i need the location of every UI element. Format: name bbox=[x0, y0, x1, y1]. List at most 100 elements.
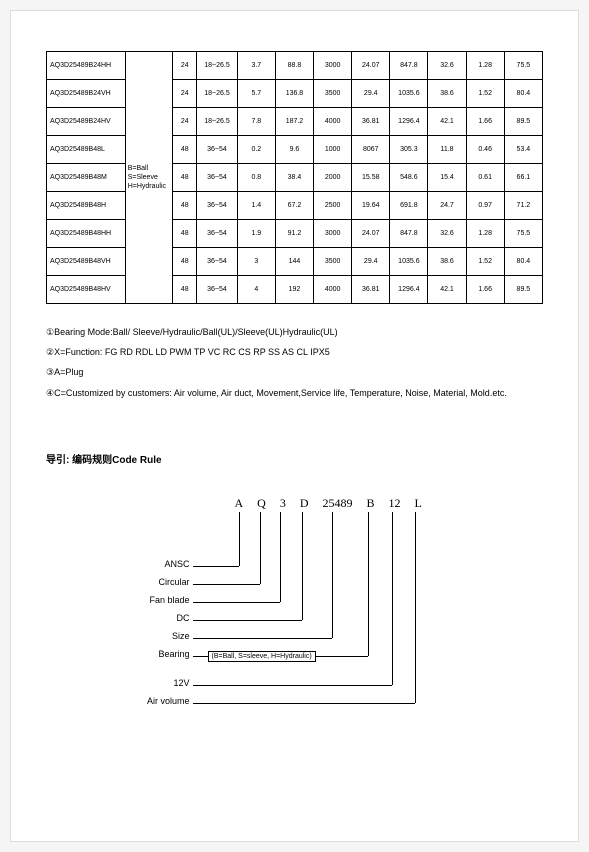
cell-value: 0.2 bbox=[237, 136, 275, 164]
table-row: AQ3D25489B48HH4836~541.991.2300024.07847… bbox=[47, 220, 543, 248]
diagram-line bbox=[302, 512, 303, 620]
cell-value: 847.8 bbox=[390, 220, 428, 248]
cell-value: 1296.4 bbox=[390, 276, 428, 304]
diagram-line bbox=[193, 620, 302, 621]
cell-value: 7.8 bbox=[237, 108, 275, 136]
table-row: AQ3D25489B24HV2418~26.57.8187.2400036.81… bbox=[47, 108, 543, 136]
cell-value: 18~26.5 bbox=[197, 52, 238, 80]
cell-value: 38.6 bbox=[428, 80, 466, 108]
cell-value: 3 bbox=[237, 248, 275, 276]
cell-model: AQ3D25489B24HV bbox=[47, 108, 126, 136]
cell-value: 305.3 bbox=[390, 136, 428, 164]
table-row: AQ3D25489B48HV4836~544192400036.811296.4… bbox=[47, 276, 543, 304]
cell-model: AQ3D25489B24VH bbox=[47, 80, 126, 108]
cell-value: 136.8 bbox=[275, 80, 313, 108]
cell-value: 67.2 bbox=[275, 192, 313, 220]
cell-value: 36~54 bbox=[197, 276, 238, 304]
cell-value: 36~54 bbox=[197, 220, 238, 248]
label-bearing: Bearing bbox=[135, 649, 190, 659]
cell-value: 144 bbox=[275, 248, 313, 276]
cell-value: 4000 bbox=[314, 108, 352, 136]
cell-value: 4 bbox=[237, 276, 275, 304]
cell-value: 3000 bbox=[314, 52, 352, 80]
label-fanblade: Fan blade bbox=[135, 595, 190, 605]
diagram-line bbox=[239, 512, 240, 566]
spec-table: AQ3D25489B24HHB=BallS=SleeveH=Hydraulic2… bbox=[46, 51, 543, 304]
cell-model: AQ3D25489B48H bbox=[47, 192, 126, 220]
table-row: AQ3D25489B24HHB=BallS=SleeveH=Hydraulic2… bbox=[47, 52, 543, 80]
label-airvol: Air volume bbox=[135, 696, 190, 706]
cell-value: 24 bbox=[173, 80, 197, 108]
cell-value: 32.6 bbox=[428, 52, 466, 80]
cell-value: 24.07 bbox=[352, 52, 390, 80]
cell-value: 3.7 bbox=[237, 52, 275, 80]
cell-value: 4000 bbox=[314, 276, 352, 304]
code-part-l: L bbox=[415, 496, 422, 511]
cell-value: 1035.6 bbox=[390, 248, 428, 276]
cell-value: 89.5 bbox=[504, 108, 542, 136]
cell-bearing-legend: B=BallS=SleeveH=Hydraulic bbox=[125, 52, 173, 304]
cell-value: 1.9 bbox=[237, 220, 275, 248]
cell-value: 847.8 bbox=[390, 52, 428, 80]
cell-value: 29.4 bbox=[352, 248, 390, 276]
table-row: AQ3D25489B24VH2418~26.55.7136.8350029.41… bbox=[47, 80, 543, 108]
cell-model: AQ3D25489B48L bbox=[47, 136, 126, 164]
cell-model: AQ3D25489B24HH bbox=[47, 52, 126, 80]
note-4: ④C=Customized by customers: Air volume, … bbox=[46, 385, 543, 401]
note-2: ②X=Function: FG RD RDL LD PWM TP VC RC C… bbox=[46, 344, 543, 360]
diagram-line bbox=[415, 512, 416, 703]
cell-value: 89.5 bbox=[504, 276, 542, 304]
cell-value: 42.1 bbox=[428, 108, 466, 136]
cell-value: 2500 bbox=[314, 192, 352, 220]
label-ansc: ANSC bbox=[135, 559, 190, 569]
code-part-3: 3 bbox=[280, 496, 286, 511]
cell-value: 24.07 bbox=[352, 220, 390, 248]
cell-value: 18~26.5 bbox=[197, 80, 238, 108]
cell-value: 18~26.5 bbox=[197, 108, 238, 136]
table-row: AQ3D25489B48VH4836~543144350029.41035.63… bbox=[47, 248, 543, 276]
cell-value: 36~54 bbox=[197, 164, 238, 192]
cell-model: AQ3D25489B48HV bbox=[47, 276, 126, 304]
cell-value: 24 bbox=[173, 108, 197, 136]
cell-value: 15.58 bbox=[352, 164, 390, 192]
code-part-q: Q bbox=[257, 496, 266, 511]
diagram-line bbox=[193, 602, 280, 603]
cell-value: 80.4 bbox=[504, 248, 542, 276]
diagram-line bbox=[332, 512, 333, 638]
cell-value: 11.8 bbox=[428, 136, 466, 164]
cell-value: 1.28 bbox=[466, 52, 504, 80]
cell-value: 36.81 bbox=[352, 276, 390, 304]
table-row: AQ3D25489B48M4836~540.838.4200015.58548.… bbox=[47, 164, 543, 192]
cell-value: 1.4 bbox=[237, 192, 275, 220]
cell-value: 38.4 bbox=[275, 164, 313, 192]
cell-value: 88.8 bbox=[275, 52, 313, 80]
cell-value: 5.7 bbox=[237, 80, 275, 108]
note-3: ③A=Plug bbox=[46, 364, 543, 380]
cell-value: 32.6 bbox=[428, 220, 466, 248]
cell-value: 3500 bbox=[314, 80, 352, 108]
cell-value: 75.5 bbox=[504, 220, 542, 248]
cell-value: 38.6 bbox=[428, 248, 466, 276]
label-dc: DC bbox=[135, 613, 190, 623]
cell-value: 1.66 bbox=[466, 276, 504, 304]
cell-value: 1.66 bbox=[466, 108, 504, 136]
diagram-line bbox=[193, 584, 260, 585]
cell-value: 53.4 bbox=[504, 136, 542, 164]
cell-value: 36~54 bbox=[197, 136, 238, 164]
label-circular: Circular bbox=[135, 577, 190, 587]
cell-value: 548.6 bbox=[390, 164, 428, 192]
code-part-a: A bbox=[235, 496, 244, 511]
cell-value: 48 bbox=[173, 136, 197, 164]
guide-title: 导引: 编码规则Code Rule bbox=[46, 451, 543, 466]
cell-value: 0.46 bbox=[466, 136, 504, 164]
cell-value: 91.2 bbox=[275, 220, 313, 248]
diagram-line bbox=[260, 512, 261, 584]
cell-value: 1296.4 bbox=[390, 108, 428, 136]
cell-value: 0.61 bbox=[466, 164, 504, 192]
cell-value: 3500 bbox=[314, 248, 352, 276]
code-part-size: 25489 bbox=[323, 496, 353, 511]
code-string: A Q 3 D 25489 B 12 L bbox=[235, 496, 422, 511]
cell-value: 8067 bbox=[352, 136, 390, 164]
cell-value: 0.8 bbox=[237, 164, 275, 192]
cell-value: 19.64 bbox=[352, 192, 390, 220]
